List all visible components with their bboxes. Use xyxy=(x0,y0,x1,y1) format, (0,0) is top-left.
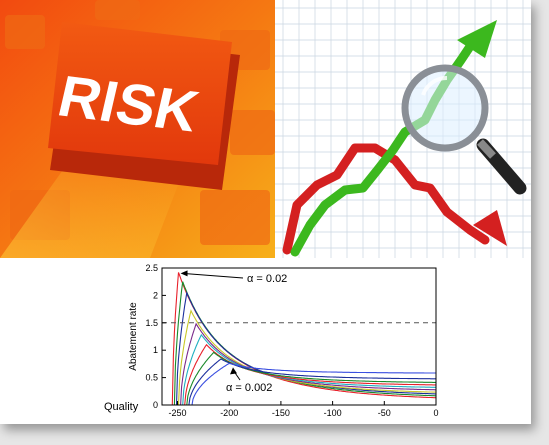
series-line xyxy=(180,322,436,406)
green-arrow-head-icon xyxy=(457,20,497,58)
x-axis-label: Quality xyxy=(104,401,139,413)
x-tick-label: -150 xyxy=(272,408,290,418)
x-tick-label: -200 xyxy=(220,408,238,418)
trend-illustration xyxy=(275,0,531,258)
x-tick-label: -250 xyxy=(169,408,187,418)
chart-series-group xyxy=(171,272,437,406)
series-line xyxy=(177,309,437,406)
annotation-arrowhead-icon xyxy=(180,270,188,277)
risk-key xyxy=(48,22,232,165)
x-tick-label: 0 xyxy=(433,408,438,418)
abatement-chart: -250 -200 -150 -100 -50 0 0 0.5 1 1.5 2 2.5 Abateme… xyxy=(0,258,531,424)
y-tick-label: 2 xyxy=(153,290,158,300)
image-frame: RISK -250 -200 -150 -100 -50 0 0 0.5 1 1.5 2 xyxy=(0,0,531,424)
annotation-group: α = 0.02 α = 0.002 xyxy=(180,270,287,394)
y-tick-label: 1 xyxy=(153,345,158,355)
magnifying-glass-icon xyxy=(401,64,527,195)
y-tick-label: 2.5 xyxy=(145,263,158,273)
annotation-arrowhead-icon xyxy=(230,367,237,375)
x-tick-label: -50 xyxy=(378,408,391,418)
series-line xyxy=(182,333,437,406)
risk-key-illustration: RISK xyxy=(0,0,275,258)
series-line xyxy=(191,362,436,406)
series-line xyxy=(186,351,436,406)
y-tick-label: 0 xyxy=(153,400,158,410)
trend-arrows-image xyxy=(275,0,531,258)
y-tick-label: 0.5 xyxy=(145,373,158,383)
plot-area-frame xyxy=(161,267,437,406)
graph-paper-grid xyxy=(275,0,531,258)
axis-ticks-group: -250 -200 -150 -100 -50 0 0 0.5 1 1.5 2 2.5 xyxy=(145,263,438,418)
abatement-chart-svg: -250 -200 -150 -100 -50 0 0 0.5 1 1.5 2 2.5 Abateme… xyxy=(0,258,531,424)
annotation-alpha-low: α = 0.002 xyxy=(226,382,272,394)
annotation-arrow xyxy=(182,272,244,279)
x-tick-label: -100 xyxy=(324,408,342,418)
background-keys xyxy=(5,0,275,245)
y-tick-label: 1.5 xyxy=(145,318,158,328)
risk-key-image: RISK xyxy=(0,0,275,258)
y-axis-label: Abatement rate xyxy=(128,302,139,371)
annotation-alpha-high: α = 0.02 xyxy=(247,273,287,285)
red-arrow-head-icon xyxy=(473,210,507,246)
